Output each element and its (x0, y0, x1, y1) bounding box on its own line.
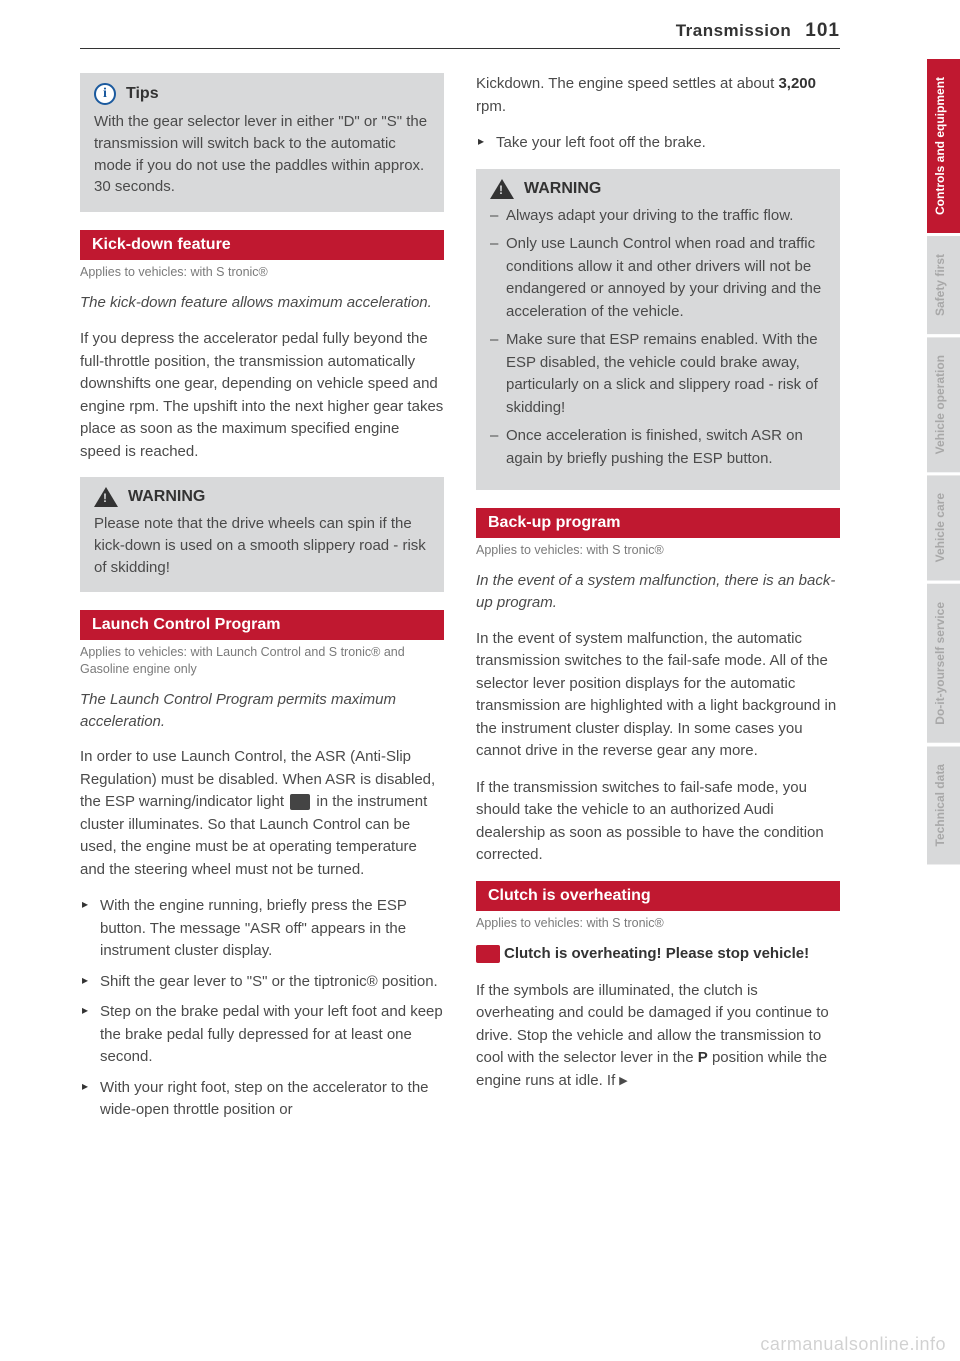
side-tabs: Controls and equipment Safety first Vehi… (927, 56, 960, 864)
kickdown-heading: Kick-down feature (80, 230, 444, 260)
warning-icon (94, 487, 118, 507)
page-header: Transmission 101 (80, 20, 840, 49)
two-column-layout: i Tips With the gear selector lever in e… (80, 73, 840, 1130)
list-item: Once acceleration is finished, switch AS… (490, 425, 826, 470)
launch-heading: Launch Control Program (80, 610, 444, 640)
continue-arrow: ▸ (619, 1072, 627, 1089)
warning-header-1: WARNING (94, 487, 430, 507)
kd-cont-pre: Kickdown. The engine speed settles at ab… (476, 75, 778, 92)
list-item: With the engine running, briefly press t… (80, 895, 444, 963)
tips-header: i Tips (94, 83, 430, 105)
kickdown-intro: The kick-down feature allows maximum acc… (80, 292, 444, 314)
header-page-number: 101 (805, 20, 840, 42)
launch-steps: With the engine running, briefly press t… (80, 895, 444, 1122)
warning-list: Always adapt your driving to the traffic… (490, 205, 826, 471)
clutch-heading: Clutch is overheating (476, 881, 840, 911)
warning-header-2: WARNING (490, 179, 826, 199)
page-content: Transmission 101 i Tips With the gear se… (80, 20, 840, 1130)
tips-callout: i Tips With the gear selector lever in e… (80, 73, 444, 212)
tab-operation[interactable]: Vehicle operation (927, 334, 960, 472)
warning-title-1: WARNING (128, 488, 205, 506)
kd-rpm: 3,200 (778, 75, 816, 92)
clutch-alert-text: Clutch is overheating! Please stop vehic… (504, 945, 809, 962)
right-column: Kickdown. The engine speed settles at ab… (476, 73, 840, 1130)
backup-p1: In the event of system malfunction, the … (476, 628, 840, 763)
kickdown-continuation: Kickdown. The engine speed settles at ab… (476, 73, 840, 118)
watermark: carmanualsonline.info (760, 1334, 946, 1355)
clutch-applies: Applies to vehicles: with S tronic® (476, 915, 840, 931)
clutch-p-pos: P (698, 1049, 708, 1066)
clutch-alert: Clutch is overheating! Please stop vehic… (476, 943, 840, 966)
list-item: Take your left foot off the brake. (476, 132, 840, 155)
warning-title-2: WARNING (524, 180, 601, 198)
warning-icon (490, 179, 514, 199)
tab-safety[interactable]: Safety first (927, 233, 960, 334)
tips-body: With the gear selector lever in either "… (94, 111, 430, 198)
launch-intro: The Launch Control Program permits maxim… (80, 689, 444, 733)
launch-body: In order to use Launch Control, the ASR … (80, 746, 444, 881)
tab-care[interactable]: Vehicle care (927, 472, 960, 580)
launch-applies: Applies to vehicles: with Launch Control… (80, 644, 444, 677)
kd-cont-post: rpm. (476, 98, 506, 115)
list-item: Make sure that ESP remains enabled. With… (490, 329, 826, 419)
kickdown-body: If you depress the accelerator pedal ful… (80, 328, 444, 463)
backup-heading: Back-up program (476, 508, 840, 538)
last-step-list: Take your left foot off the brake. (476, 132, 840, 155)
backup-applies: Applies to vehicles: with S tronic® (476, 542, 840, 558)
header-section: Transmission (676, 21, 792, 41)
backup-intro: In the event of a system malfunction, th… (476, 570, 840, 614)
list-item: Always adapt your driving to the traffic… (490, 205, 826, 228)
clutch-warning-icon (476, 945, 500, 963)
tab-techdata[interactable]: Technical data (927, 743, 960, 864)
tab-diy[interactable]: Do-it-yourself service (927, 581, 960, 743)
warning-body-1: Please note that the drive wheels can sp… (94, 513, 430, 578)
list-item: With your right foot, step on the accele… (80, 1077, 444, 1122)
left-column: i Tips With the gear selector lever in e… (80, 73, 444, 1130)
list-item: Shift the gear lever to "S" or the tiptr… (80, 971, 444, 994)
backup-p2: If the transmission switches to fail-saf… (476, 777, 840, 867)
clutch-body: If the symbols are illuminated, the clut… (476, 980, 840, 1093)
info-icon: i (94, 83, 116, 105)
tips-title: Tips (126, 85, 159, 103)
tab-controls[interactable]: Controls and equipment (927, 56, 960, 233)
list-item: Only use Launch Control when road and tr… (490, 233, 826, 323)
esp-indicator-icon (290, 794, 310, 810)
kickdown-applies: Applies to vehicles: with S tronic® (80, 264, 444, 280)
launch-warning-callout: WARNING Always adapt your driving to the… (476, 169, 840, 491)
list-item: Step on the brake pedal with your left f… (80, 1001, 444, 1069)
kickdown-warning-callout: WARNING Please note that the drive wheel… (80, 477, 444, 592)
